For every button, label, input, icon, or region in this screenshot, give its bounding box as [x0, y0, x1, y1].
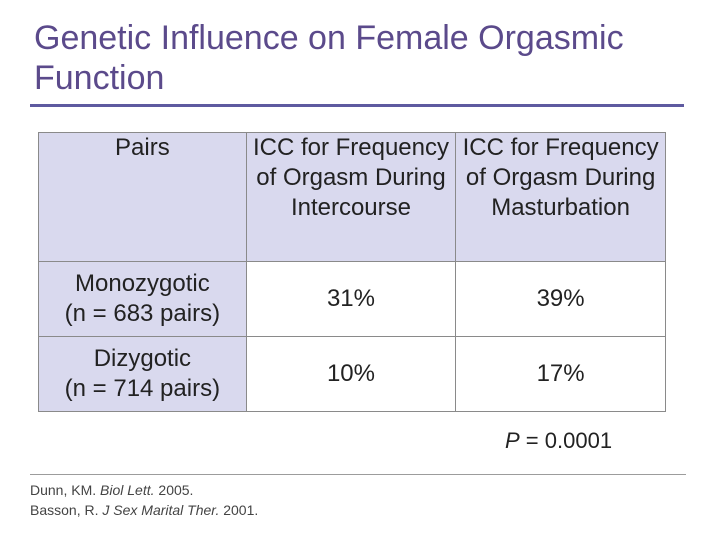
p-label: P [505, 428, 520, 453]
title-underline [30, 104, 684, 107]
p-value: P = 0.0001 [505, 428, 612, 454]
row-label-name: Dizygotic [93, 345, 192, 372]
header-pairs: Pairs [38, 132, 247, 262]
header-icc-intercourse: ICC for Frequency of Orgasm During Inter… [245, 132, 457, 262]
slide-title: Genetic Influence on Female Orgasmic Fun… [34, 19, 624, 97]
table-row: Dizygotic (n = 714 pairs) 10% 17% [38, 336, 666, 412]
row-label-dizygotic: Dizygotic (n = 714 pairs) [38, 336, 247, 412]
cell-masturbation: 17% [455, 336, 666, 412]
table-header-row: Pairs ICC for Frequency of Orgasm During… [38, 132, 666, 262]
cell-masturbation: 39% [455, 261, 666, 337]
row-label-count: (n = 683 pairs) [64, 300, 221, 327]
table-row: Monozygotic (n = 683 pairs) 31% 39% [38, 261, 666, 337]
footer-divider [30, 474, 686, 475]
references: Dunn, KM. Biol Lett. 2005. Basson, R. J … [30, 480, 258, 520]
reference-item: Basson, R. J Sex Marital Ther. 2001. [30, 502, 259, 518]
p-value-text: = 0.0001 [519, 428, 613, 453]
cell-intercourse: 31% [245, 261, 457, 337]
icc-table: Pairs ICC for Frequency of Orgasm During… [38, 132, 666, 412]
row-label-name: Monozygotic [75, 270, 210, 297]
cell-intercourse: 10% [245, 336, 457, 412]
header-icc-masturbation: ICC for Frequency of Orgasm During Mastu… [455, 132, 666, 262]
row-label-count: (n = 714 pairs) [64, 375, 221, 402]
row-label-monozygotic: Monozygotic (n = 683 pairs) [38, 261, 247, 337]
reference-item: Dunn, KM. Biol Lett. 2005. [30, 482, 194, 498]
